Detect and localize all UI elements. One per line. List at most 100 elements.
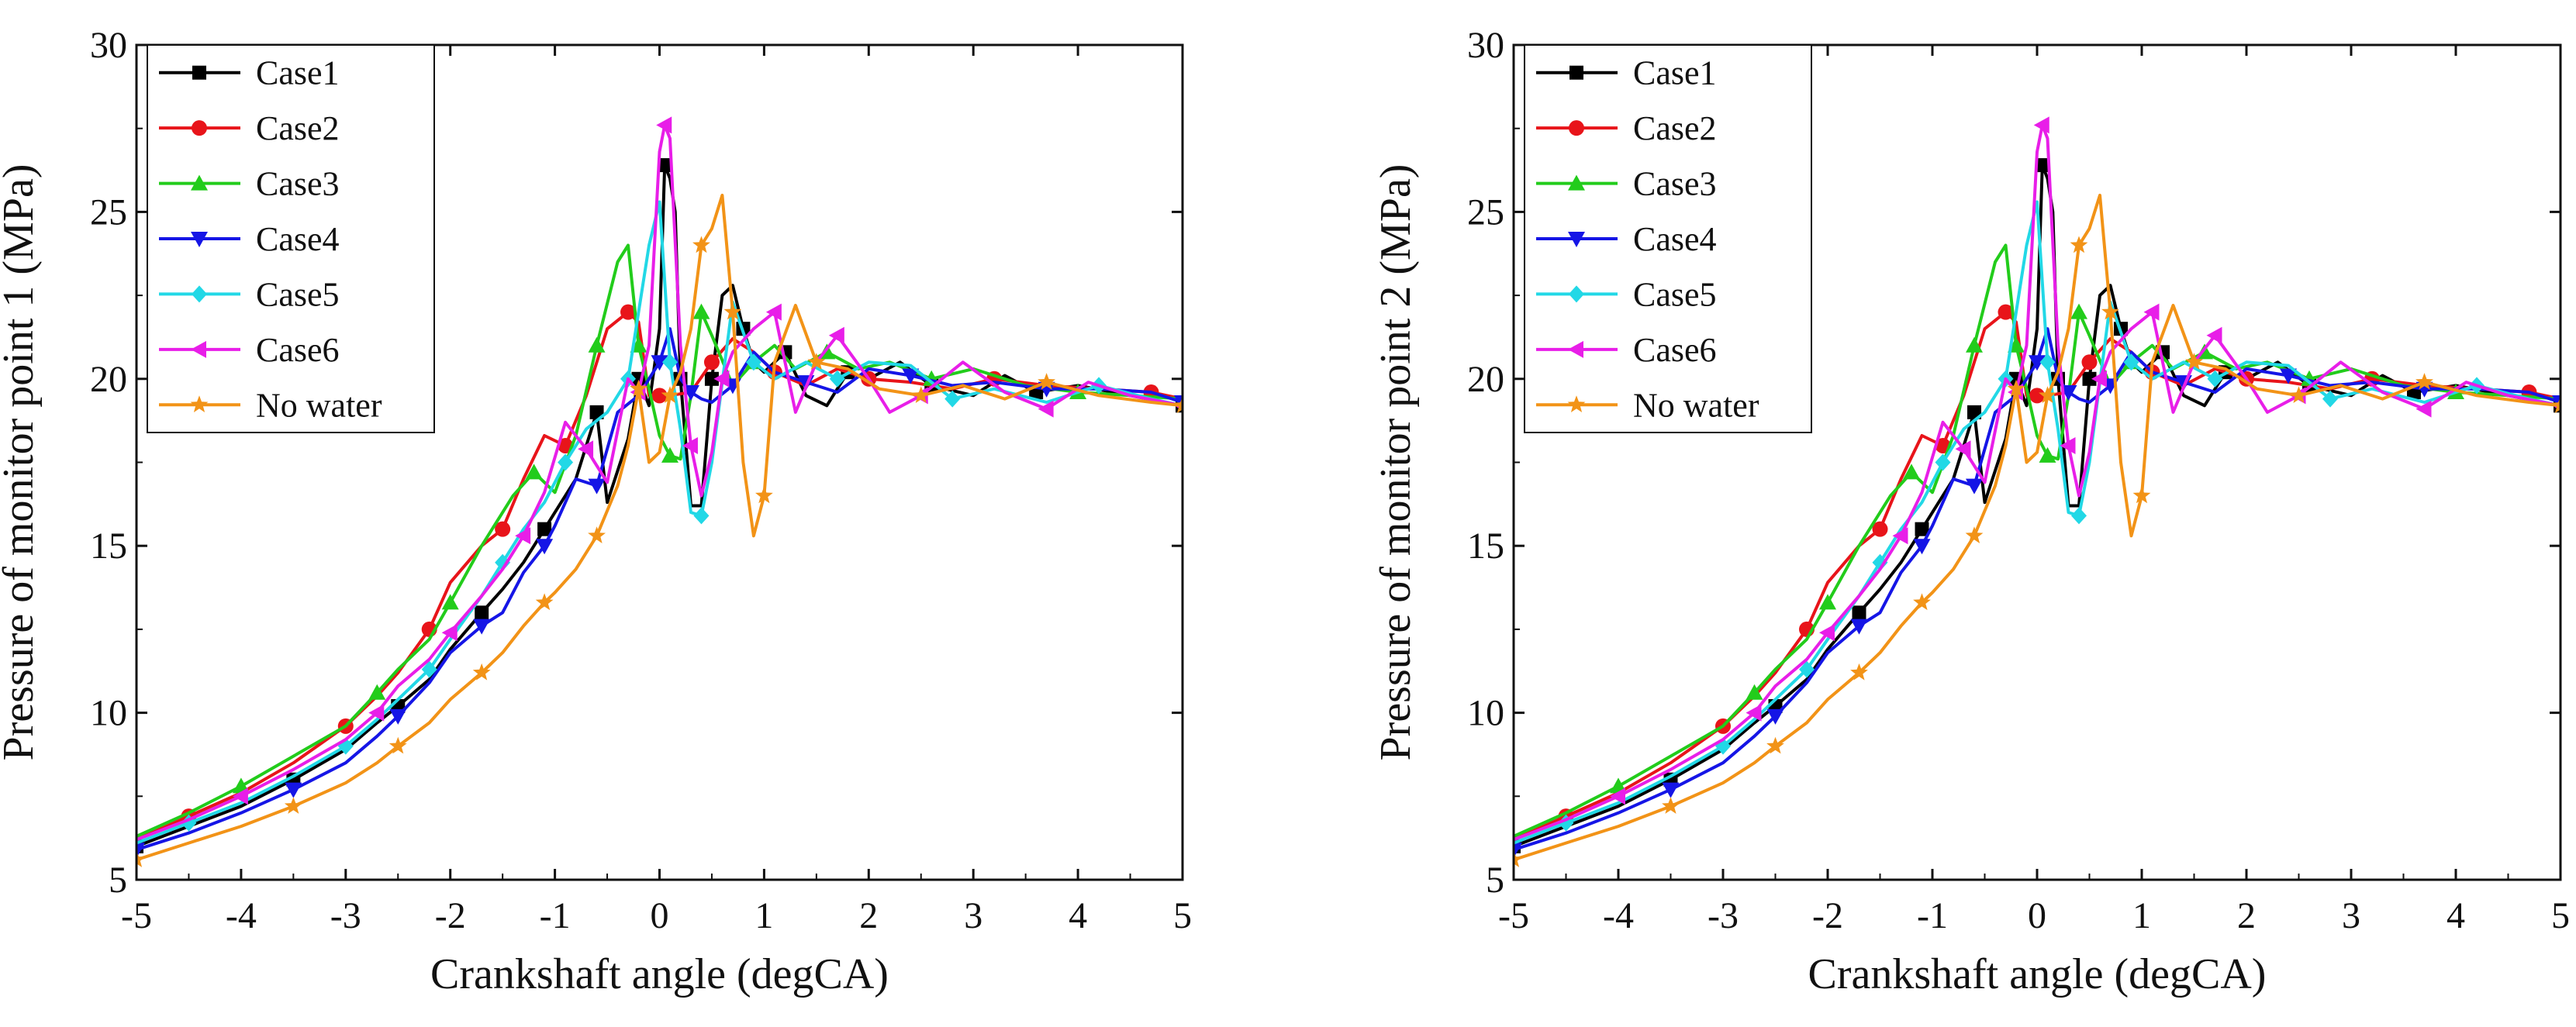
data-point <box>651 355 668 371</box>
chart-panel-2: -5 -4 -3 -2 -1 0 1 2 3 4 5 5 10 15 20 25 30 Crankshaft an… <box>1372 25 2570 998</box>
legend-item: No water <box>159 386 382 424</box>
x-tick-label: 4 <box>2447 895 2465 936</box>
legend-label: Case2 <box>1633 109 1717 147</box>
legend-marker <box>191 174 208 191</box>
legend-marker <box>1568 232 1585 247</box>
data-point <box>1038 400 1054 418</box>
series-no-water <box>136 193 1183 867</box>
data-point <box>2033 116 2049 134</box>
data-point <box>515 527 531 545</box>
series-case6 <box>136 116 1183 842</box>
x-tick-label: -1 <box>1917 895 1948 936</box>
data-point <box>2415 373 2433 390</box>
data-point <box>136 843 145 859</box>
data-point <box>2039 353 2056 371</box>
data-point <box>495 553 511 571</box>
y-axis-title: Pressure of monitor point 1 (MPa) <box>0 164 43 761</box>
data-point <box>1955 440 1971 458</box>
data-point <box>2290 386 2308 403</box>
data-point <box>368 704 385 722</box>
y-tick-label: 25 <box>90 191 127 233</box>
x-tick-label: 5 <box>1173 895 1192 936</box>
data-point <box>537 522 552 536</box>
data-point <box>2039 446 2056 463</box>
data-point <box>1998 304 2014 320</box>
legend-marker <box>190 395 209 412</box>
data-point <box>656 116 672 134</box>
legend-marker <box>1568 174 1585 191</box>
plot-area <box>136 116 1183 867</box>
legend-label: Case5 <box>1633 275 1717 313</box>
data-point <box>1766 708 1784 725</box>
series-line <box>1514 310 2560 842</box>
data-point <box>1913 593 1931 611</box>
data-point <box>588 526 606 543</box>
legend-label: Case4 <box>256 220 340 258</box>
data-point <box>1892 527 1908 545</box>
data-point <box>1850 619 1868 635</box>
data-point <box>651 388 668 404</box>
data-point <box>2132 486 2151 504</box>
x-tick-label: 3 <box>964 895 982 936</box>
legend-label: Case2 <box>256 109 340 147</box>
data-point <box>535 593 554 611</box>
data-point <box>1852 605 1866 620</box>
data-point <box>389 708 407 725</box>
x-tick-label: 1 <box>2132 895 2151 936</box>
data-point <box>1766 736 1784 754</box>
legend-item: Case6 <box>1536 331 1717 369</box>
data-point <box>1746 684 1763 700</box>
data-point <box>2029 388 2045 404</box>
x-tick-label: 0 <box>2028 895 2046 936</box>
legend-marker <box>191 232 208 247</box>
x-tick-label: 2 <box>859 895 878 936</box>
data-point <box>944 390 961 408</box>
legend-label: Case1 <box>256 54 340 92</box>
data-point <box>692 303 710 319</box>
data-point <box>1514 843 1522 859</box>
data-point <box>713 370 730 388</box>
data-point <box>1913 539 1931 555</box>
data-point <box>1662 797 1680 814</box>
legend-label: Case6 <box>1633 331 1717 369</box>
data-point <box>745 353 761 371</box>
data-point <box>285 782 302 798</box>
series-case5 <box>1514 200 2560 845</box>
data-point <box>1514 850 1523 867</box>
legend-marker <box>1569 285 1584 303</box>
legend-item: Case2 <box>159 109 340 147</box>
series-line <box>136 310 1183 842</box>
x-tick-label: -3 <box>330 895 361 936</box>
series-line <box>1514 123 2560 842</box>
y-tick-label: 20 <box>90 359 127 400</box>
data-point <box>284 797 302 814</box>
legend-item: Case1 <box>159 54 340 92</box>
x-tick-label: -5 <box>121 895 152 936</box>
data-point <box>2185 353 2203 370</box>
data-point <box>2039 386 2056 403</box>
data-point <box>495 521 511 537</box>
legend-label: No water <box>1633 386 1759 424</box>
data-point <box>703 354 720 370</box>
data-point <box>2081 354 2098 370</box>
x-tick-label: 4 <box>1069 895 1087 936</box>
legend-label: Case1 <box>1633 54 1717 92</box>
data-point <box>1903 464 1920 480</box>
y-tick-label: 25 <box>1467 191 1504 233</box>
data-point <box>1662 782 1680 798</box>
y-tick-label: 10 <box>1467 693 1504 734</box>
data-point <box>441 624 458 642</box>
legend-label: Case4 <box>1633 220 1717 258</box>
legend-item: Case5 <box>159 275 340 313</box>
data-point <box>1935 453 1951 471</box>
series-no-water <box>1514 193 2560 867</box>
data-point <box>2143 303 2160 321</box>
data-point <box>475 605 489 620</box>
legend-marker <box>1568 340 1583 358</box>
y-tick-label: 10 <box>90 693 127 734</box>
data-point <box>829 370 845 388</box>
data-point <box>2071 507 2087 525</box>
data-point <box>1038 373 1055 390</box>
x-tick-label: -5 <box>1498 895 1529 936</box>
